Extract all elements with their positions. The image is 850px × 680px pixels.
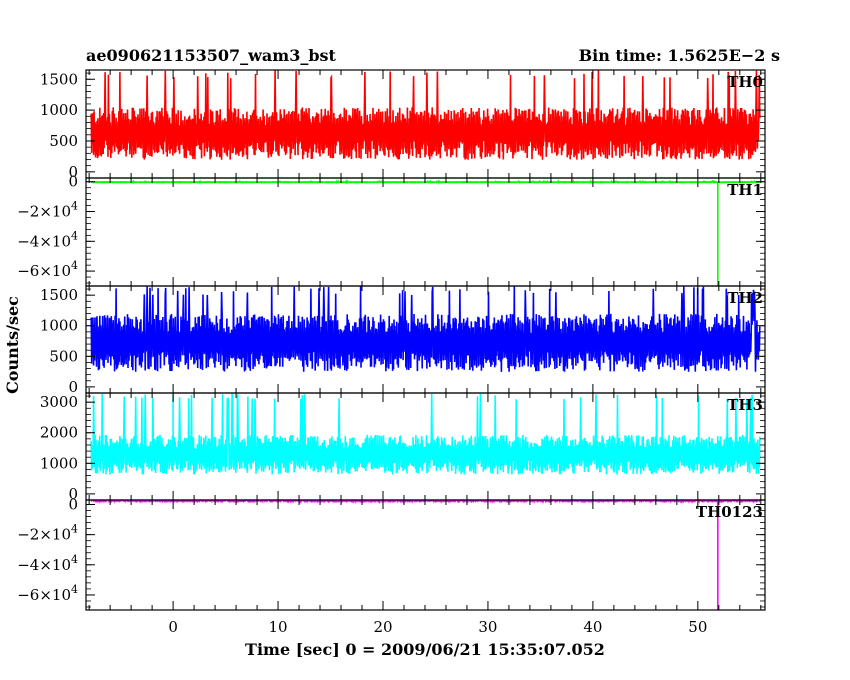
panel-label-th2: TH2: [727, 289, 763, 307]
y-tick-label: 1500: [40, 286, 78, 304]
y-tick-label: 1500: [40, 70, 78, 88]
y-tick-label: 2000: [40, 424, 78, 442]
series-th1-trace: [90, 179, 761, 286]
series-th3-trace: [90, 393, 761, 475]
x-tick-label: 30: [478, 618, 497, 636]
panel-th0123: 0 −2×104 −4×104 −6×104 TH0123: [17, 496, 766, 611]
y-tick-label: 0: [68, 163, 78, 181]
y-tick-label: −2×104: [17, 200, 78, 221]
y-tick-label: 0: [68, 378, 78, 396]
y-tick-label: 1000: [40, 317, 78, 335]
x-tick-label: 20: [373, 618, 392, 636]
panel-th0: 0 500 1000 1500 TH0: [40, 69, 766, 181]
y-tick-label: −6×104: [17, 583, 78, 604]
panel-group: 0 500 1000 1500 TH0 0 −2×104 −4×104 −6×104 TH1 0 50…: [17, 69, 766, 611]
y-tick-label: −6×104: [17, 259, 78, 280]
y-tick-label: −4×104: [17, 229, 78, 250]
panel-label-th3: TH3: [727, 396, 763, 414]
series-th0-trace: [90, 70, 761, 160]
y-tick-label: 1000: [40, 454, 78, 472]
y-tick-label: 500: [49, 347, 78, 365]
x-tick-label: 10: [269, 618, 288, 636]
y-tick-label: −4×104: [17, 553, 78, 574]
chart-title: ae090621153507_wam3_bst: [86, 46, 337, 65]
bin-time-label: Bin time: 1.5625E−2 s: [579, 46, 780, 65]
y-tick-label: 0: [68, 485, 78, 503]
panel-frame: [85, 499, 766, 611]
panel-label-th0123: TH0123: [696, 503, 763, 521]
series-th0123-trace: [90, 500, 761, 610]
panel-th1: 0 −2×104 −4×104 −6×104 TH1: [17, 173, 766, 287]
y-axis-label: Counts/sec: [3, 296, 22, 394]
x-tick-label: 0: [168, 618, 178, 636]
x-tick-label: 40: [583, 618, 602, 636]
panel-label-th1: TH1: [727, 181, 763, 199]
panel-th3: 0 1000 2000 3000 TH3: [40, 392, 766, 503]
series-th2-trace: [90, 286, 761, 372]
y-tick-label: 3000: [40, 393, 78, 411]
panel-th2: 0 500 1000 1500 TH2: [40, 285, 766, 396]
y-tick-label: 0: [68, 496, 78, 514]
y-tick-label: 0: [68, 173, 78, 191]
panel-label-th0: TH0: [727, 73, 763, 91]
y-tick-label: 1000: [40, 101, 78, 119]
panel-frame: [85, 177, 766, 287]
x-tick-labels: 0 10 20 30 40 50: [168, 618, 707, 636]
y-tick-label: −2×104: [17, 523, 78, 544]
x-axis-label: Time [sec] 0 = 2009/06/21 15:35:07.052: [245, 640, 605, 659]
x-tick-label: 50: [688, 618, 707, 636]
y-tick-label: 500: [49, 132, 78, 150]
